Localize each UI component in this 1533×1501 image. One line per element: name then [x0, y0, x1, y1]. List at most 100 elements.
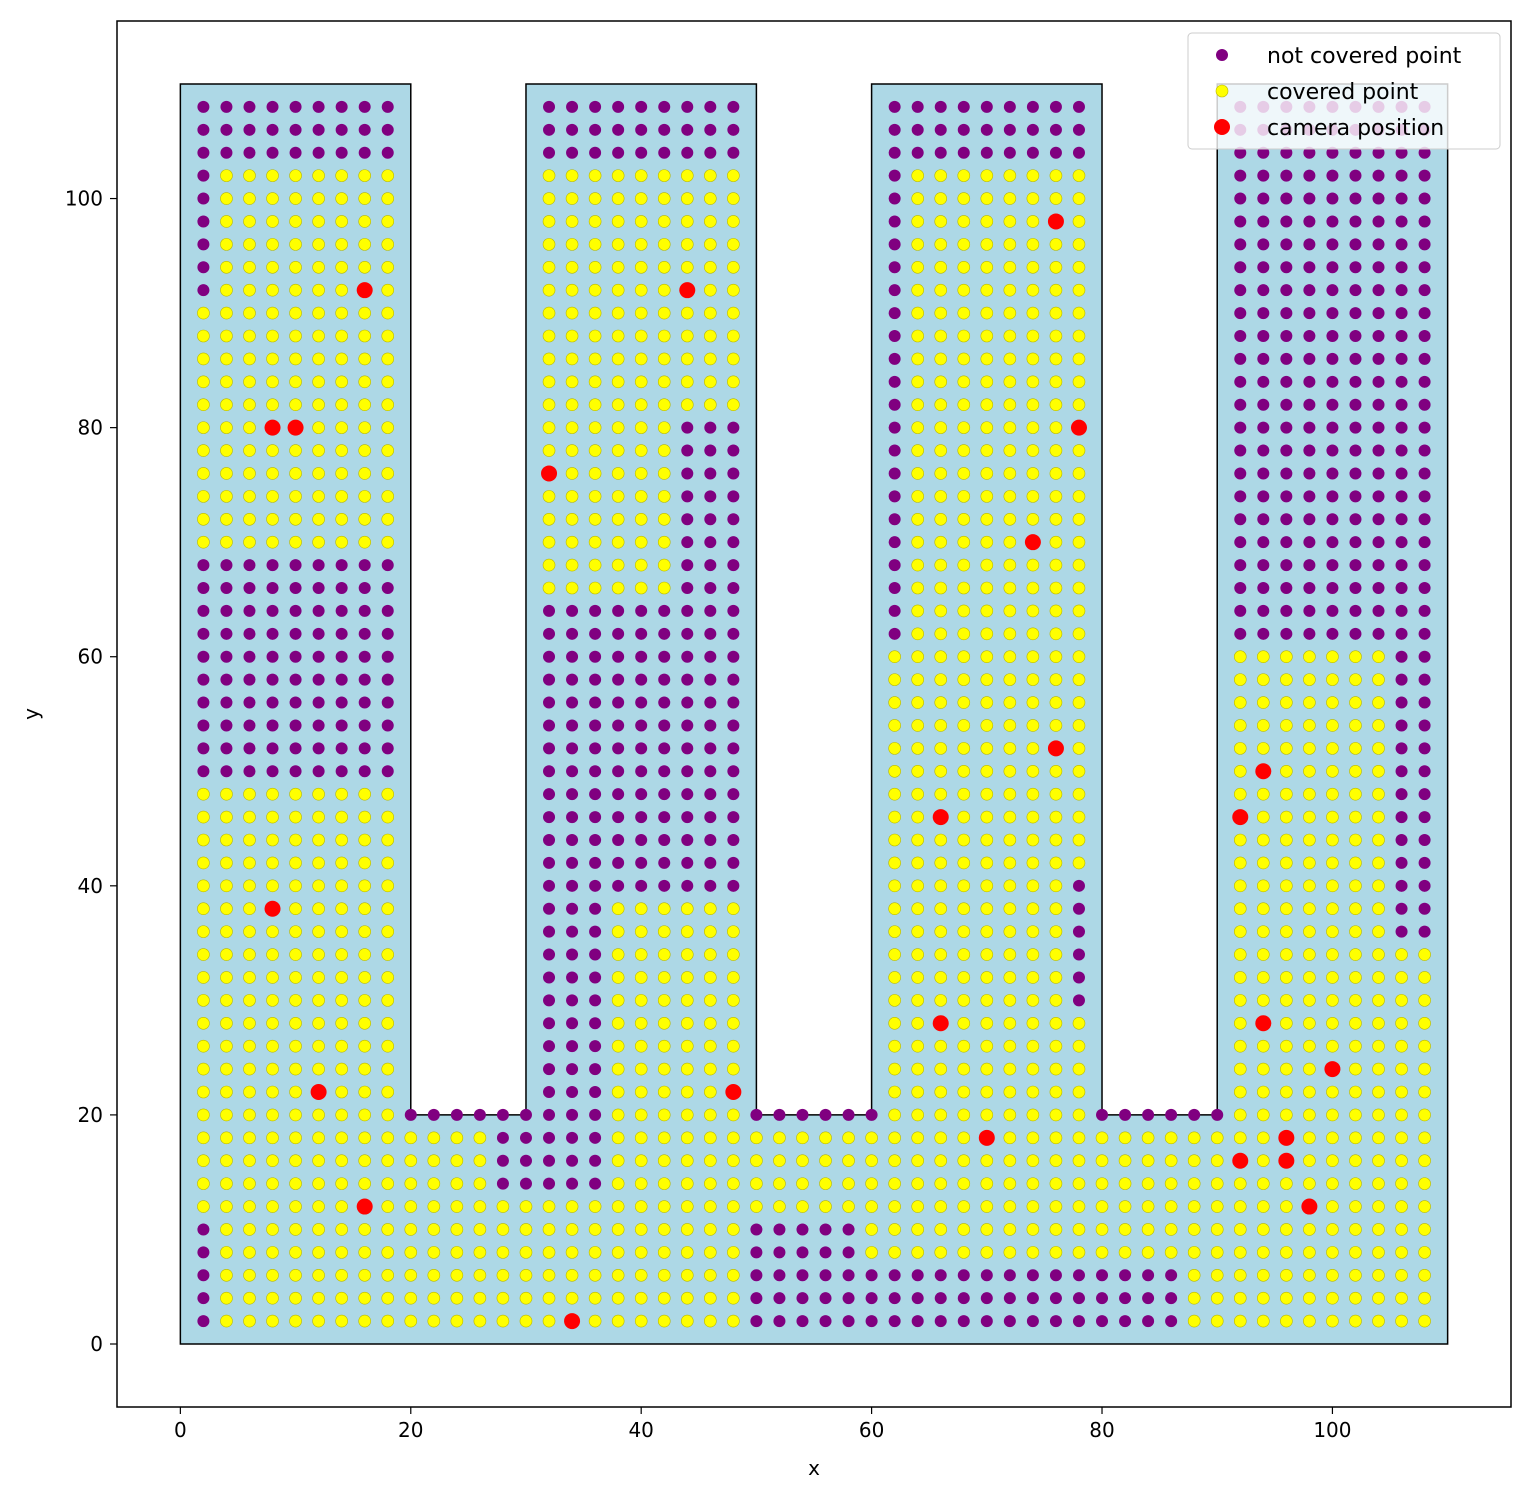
covered-point [980, 1246, 994, 1259]
covered-point [266, 215, 279, 228]
covered-point [1026, 627, 1040, 641]
not-covered-point [335, 123, 348, 136]
camera-positions [264, 213, 1341, 1330]
covered-point [289, 512, 302, 526]
not-covered-point [727, 742, 740, 755]
covered-point [980, 444, 994, 457]
covered-point [1303, 948, 1316, 961]
legend-label-covered: covered point [1267, 80, 1419, 105]
not-covered-point [888, 375, 901, 388]
covered-point [358, 467, 371, 480]
not-covered-point [635, 719, 648, 732]
covered-point [704, 925, 717, 938]
covered-point [680, 329, 694, 343]
covered-point [796, 1200, 809, 1213]
covered-point [957, 1131, 971, 1145]
covered-point [266, 1016, 279, 1030]
covered-point [1257, 971, 1270, 984]
not-covered-point [1234, 398, 1247, 411]
not-covered-point [197, 169, 210, 182]
covered-point [727, 329, 740, 343]
camera-position-point [1070, 419, 1087, 436]
covered-point [1418, 1246, 1431, 1259]
not-covered-point [1234, 238, 1247, 251]
covered-point [588, 1314, 602, 1328]
covered-point [1072, 719, 1086, 732]
covered-point [888, 971, 901, 984]
covered-point [243, 1200, 256, 1213]
covered-point [1003, 879, 1017, 893]
covered-point [1280, 1016, 1293, 1030]
not-covered-point [704, 627, 717, 640]
covered-point [657, 1154, 671, 1168]
covered-point [1280, 1108, 1293, 1122]
covered-point [1372, 833, 1385, 847]
covered-point [865, 1154, 878, 1168]
covered-point [289, 1039, 302, 1053]
not-covered-point [612, 719, 625, 732]
covered-point [704, 215, 717, 228]
covered-point [934, 1200, 948, 1213]
not-covered-point [335, 650, 348, 663]
covered-point [1303, 742, 1316, 755]
camera-position-point [287, 419, 304, 436]
not-covered-point [543, 879, 556, 892]
covered-point [1257, 1246, 1270, 1259]
not-covered-point [1372, 215, 1385, 228]
not-covered-point [1372, 559, 1385, 572]
not-covered-point [289, 696, 302, 709]
covered-point [335, 994, 348, 1007]
not-covered-point [704, 742, 717, 755]
camera-position-point [310, 1084, 327, 1100]
covered-point [911, 1039, 924, 1053]
covered-point [634, 1246, 648, 1259]
covered-point [1326, 1268, 1339, 1282]
not-covered-point [543, 834, 556, 846]
covered-point [312, 833, 325, 847]
not-covered-point [888, 513, 901, 526]
not-covered-point [589, 1131, 602, 1144]
covered-point [1049, 1085, 1063, 1099]
covered-point [312, 444, 325, 457]
covered-point [911, 512, 924, 526]
not-covered-point [1395, 352, 1408, 365]
not-covered-point [1372, 284, 1385, 297]
covered-point [1118, 1200, 1132, 1213]
covered-point [1072, 856, 1086, 870]
not-covered-point [543, 948, 556, 961]
covered-point [1187, 1200, 1201, 1213]
not-covered-point [312, 719, 325, 732]
covered-point [266, 948, 279, 961]
not-covered-point [1303, 307, 1316, 320]
covered-point [1026, 352, 1040, 366]
covered-point [381, 879, 395, 893]
covered-point [266, 375, 279, 389]
covered-point [266, 994, 279, 1007]
not-covered-point [796, 1315, 809, 1328]
not-covered-point [911, 123, 924, 136]
covered-point [1003, 1108, 1017, 1122]
covered-point [1164, 1177, 1178, 1190]
covered-point [289, 535, 302, 549]
not-covered-point [1303, 192, 1316, 205]
not-covered-point [289, 650, 302, 663]
covered-point [312, 902, 325, 916]
covered-point [381, 810, 395, 824]
covered-point [266, 1314, 279, 1328]
covered-point [680, 1268, 694, 1282]
covered-point [1049, 283, 1063, 297]
covered-point [1280, 1177, 1293, 1190]
covered-point [289, 192, 302, 205]
covered-point [1003, 1177, 1017, 1190]
covered-point [1326, 879, 1339, 893]
covered-point [1372, 1154, 1385, 1168]
covered-point [381, 169, 395, 182]
covered-point [957, 1085, 971, 1099]
not-covered-point [266, 627, 279, 640]
covered-point [634, 1085, 648, 1099]
covered-point [220, 879, 233, 893]
covered-point [634, 902, 648, 916]
not-covered-point [658, 627, 671, 640]
not-covered-point [980, 1315, 993, 1328]
covered-point [1187, 1314, 1201, 1328]
